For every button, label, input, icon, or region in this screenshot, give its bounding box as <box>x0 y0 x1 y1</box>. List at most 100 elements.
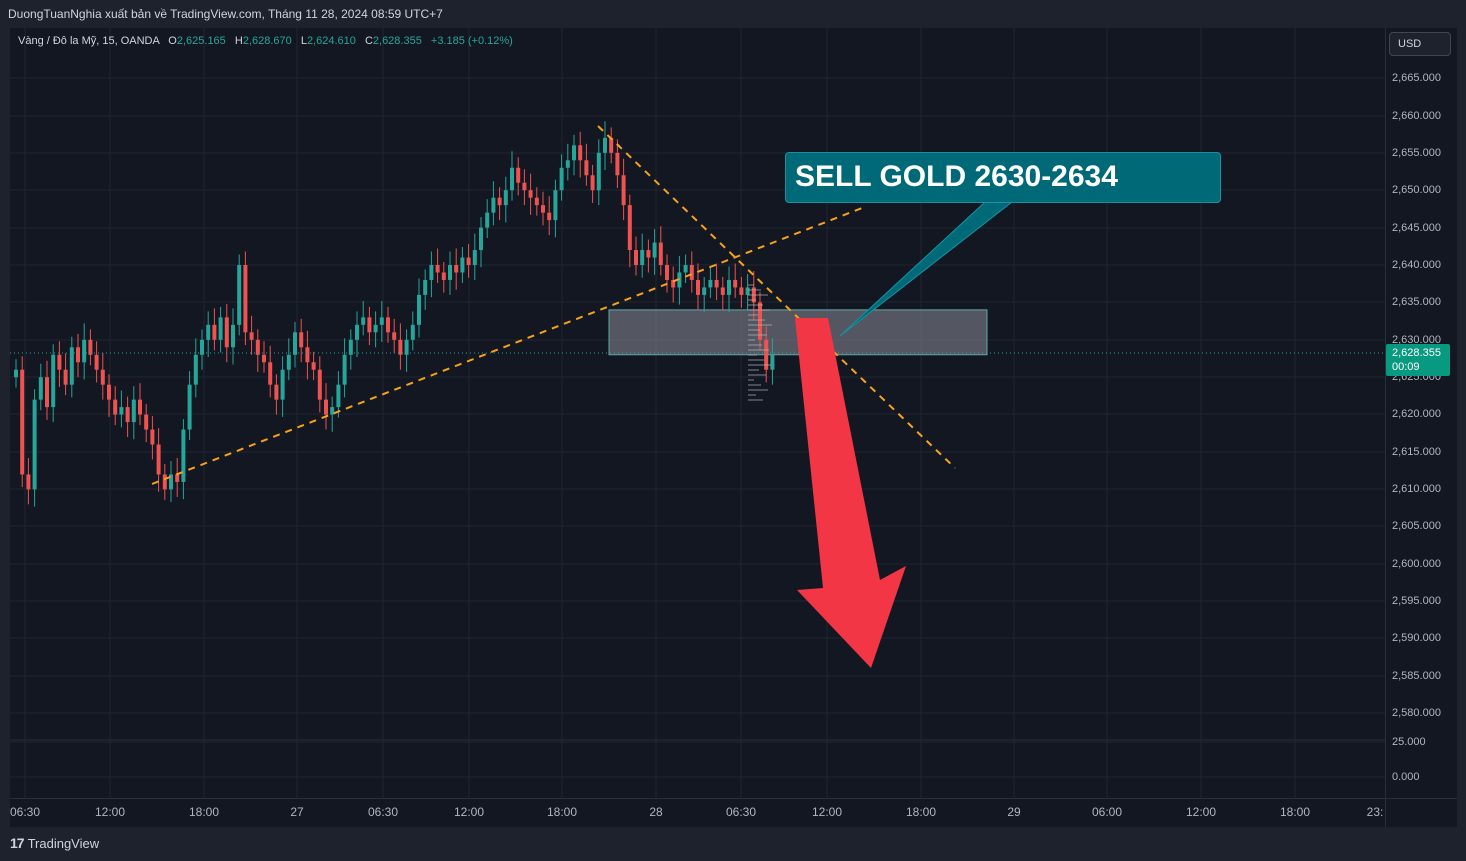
candle-body <box>125 407 130 423</box>
publisher-line: DuongTuanNghia xuất bản về TradingView.c… <box>8 7 443 21</box>
candle-body <box>528 190 533 198</box>
symbol-name: Vàng / Đô la Mỹ, 15, OANDA <box>18 35 160 47</box>
currency-button[interactable]: USD <box>1389 32 1451 56</box>
candle-body <box>702 287 707 295</box>
open-label: O <box>168 35 177 47</box>
candle-body <box>187 384 192 430</box>
candle-body <box>404 339 409 355</box>
candle-body <box>193 354 198 385</box>
candle-body <box>57 354 62 370</box>
candle-body <box>615 152 620 176</box>
price-tick-label: 2,645.000 <box>1392 222 1441 234</box>
time-tick-label: 18:00 <box>1279 805 1311 819</box>
candle-body <box>441 272 446 280</box>
candle-body <box>410 324 415 340</box>
candle-body <box>94 354 99 370</box>
time-tick-label: 12:00 <box>811 805 843 819</box>
candle-body <box>634 250 638 265</box>
candle-body <box>373 324 378 333</box>
last-price-value: 2,628.355 <box>1392 347 1441 359</box>
candle-body <box>417 294 421 325</box>
candle-body <box>423 279 428 295</box>
candle-body <box>758 302 762 340</box>
candle-body <box>14 369 18 378</box>
candle-body <box>516 167 521 183</box>
price-tick-label: 2,615.000 <box>1392 446 1441 458</box>
candle-body <box>727 279 731 295</box>
candle-body <box>665 265 669 280</box>
candle-body <box>547 212 552 221</box>
price-tick-label: 2,620.000 <box>1392 408 1441 420</box>
candle-body <box>398 339 403 355</box>
price-tick-label: 2,665.000 <box>1392 72 1441 84</box>
price-scale[interactable] <box>1385 28 1457 798</box>
time-tick-label: 18:00 <box>546 805 578 819</box>
price-tick-label: 2,660.000 <box>1392 110 1441 122</box>
candle-body <box>392 332 397 340</box>
candle-body <box>429 265 434 280</box>
candle-body <box>472 250 477 265</box>
price-tick-label: 2,610.000 <box>1392 483 1441 495</box>
candle-body <box>714 279 719 288</box>
time-tick-label: 06:30 <box>367 805 399 819</box>
candle-body <box>609 137 614 153</box>
candle-body <box>88 339 93 355</box>
candle-body <box>510 167 514 191</box>
candle-body <box>119 407 124 415</box>
low-value: 2,624.610 <box>306 35 356 47</box>
time-scale[interactable] <box>10 798 1385 827</box>
candle-body <box>32 399 37 490</box>
candle-body <box>578 145 583 161</box>
time-tick-label: 23: <box>1366 805 1384 819</box>
low-label: L <box>300 35 307 47</box>
candle-body <box>565 160 570 168</box>
candle-body <box>231 324 235 348</box>
price-tick-label: 2,595.000 <box>1392 595 1441 607</box>
rising-trendline <box>151 207 863 485</box>
time-tick-label: 18:00 <box>905 805 937 819</box>
price-tick-label: 0.000 <box>1392 771 1420 783</box>
candle-body <box>20 369 25 475</box>
scale-corner <box>1385 798 1457 827</box>
candle-body <box>144 414 149 430</box>
candle-body <box>212 324 217 340</box>
candle-body <box>683 265 688 273</box>
candle-body <box>206 324 211 340</box>
candle-body <box>640 250 645 265</box>
price-tick-label: 2,580.000 <box>1392 707 1441 719</box>
candle-body <box>733 279 738 288</box>
candle-body <box>293 332 297 355</box>
candle-body <box>82 339 87 363</box>
candle-body <box>348 339 353 355</box>
bar-countdown: 00:09 <box>1392 361 1420 373</box>
candle-body <box>107 384 111 400</box>
candle-body <box>367 317 372 333</box>
candle-body <box>448 265 452 280</box>
sell-callout[interactable]: SELL GOLD 2630-2634 <box>785 152 1221 203</box>
high-label: H <box>234 35 243 47</box>
candle-body <box>156 444 161 475</box>
candle-body <box>708 279 713 288</box>
candle-body <box>69 347 74 385</box>
candle-body <box>63 369 68 385</box>
candle-body <box>181 429 186 482</box>
candle-body <box>224 317 229 348</box>
price-tick-label: 25.000 <box>1392 736 1426 748</box>
candle-body <box>218 317 223 340</box>
candle-body <box>286 354 291 370</box>
candle-body <box>138 399 142 415</box>
candle-body <box>553 190 558 221</box>
candle-body <box>627 205 632 251</box>
price-tick-label: 2,635.000 <box>1392 296 1441 308</box>
candle-body <box>162 474 167 490</box>
open-value: 2,625.165 <box>176 35 226 47</box>
candle-body <box>330 407 335 415</box>
candle-body <box>491 197 496 213</box>
candle-body <box>485 212 490 228</box>
tradingview-logo[interactable]: 17 TradingView <box>10 835 99 851</box>
time-tick-label: 29 <box>1007 805 1021 819</box>
candle-body <box>386 317 390 333</box>
candle-body <box>590 175 595 191</box>
